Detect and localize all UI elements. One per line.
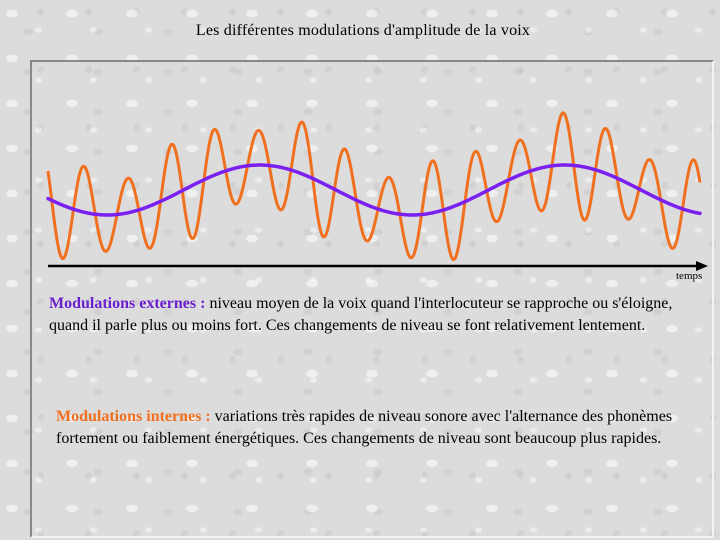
- time-axis-label: temps: [676, 270, 703, 282]
- internal-modulation-wave: [46, 111, 702, 261]
- time-axis-arrowhead: [696, 261, 708, 271]
- internal-modulation-text: variations très rapides de niveau sonore…: [56, 408, 673, 447]
- internal-modulation-term: Modulations internes :: [56, 408, 211, 425]
- external-modulation-description: Modulations externes : niveau moyen de l…: [49, 293, 699, 336]
- external-modulation-wave: [46, 163, 702, 217]
- content-frame: [30, 60, 714, 538]
- external-modulation-text: niveau moyen de la voix quand l'interloc…: [49, 295, 673, 334]
- page-title: Les différentes modulations d'amplitude …: [195, 22, 531, 39]
- internal-modulation-description: Modulations internes : variations très r…: [56, 406, 706, 449]
- external-modulation-term: Modulations externes :: [49, 295, 206, 312]
